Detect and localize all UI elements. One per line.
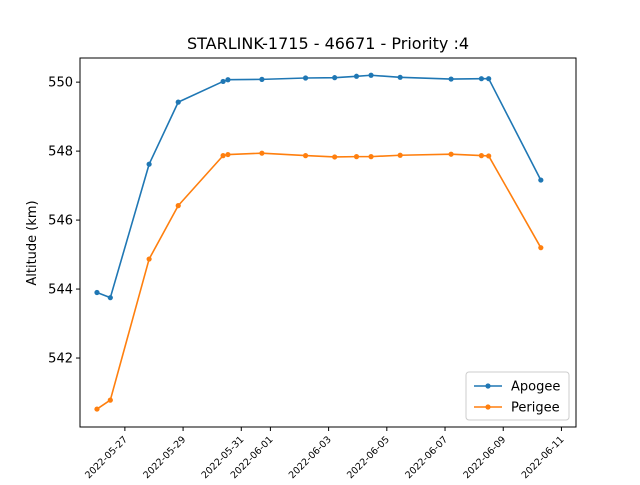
legend-marker-perigee [485, 404, 491, 410]
data-point-perigee-1 [107, 397, 113, 403]
data-point-apogee-7 [302, 75, 309, 81]
data-point-perigee-7 [302, 153, 309, 159]
series-perigee [94, 150, 544, 412]
data-point-perigee-4 [220, 153, 226, 159]
y-tick-label: 546 [48, 214, 73, 229]
y-tick-label: 542 [48, 352, 73, 367]
data-point-apogee-12 [448, 76, 454, 82]
data-point-perigee-15 [538, 245, 544, 251]
data-point-apogee-11 [397, 74, 403, 80]
data-point-perigee-3 [175, 203, 181, 209]
data-point-perigee-12 [448, 151, 454, 157]
data-point-apogee-6 [259, 76, 265, 82]
data-point-apogee-3 [175, 99, 181, 105]
legend-label-perigee: Perigee [511, 401, 560, 416]
data-point-apogee-4 [220, 78, 226, 85]
data-point-perigee-2 [146, 256, 152, 262]
data-point-apogee-8 [332, 75, 338, 81]
legend: Apogee Perigee [465, 371, 570, 421]
series-line-apogee [96, 74, 542, 299]
data-point-apogee-2 [146, 161, 152, 167]
series-apogee [94, 72, 544, 301]
data-point-apogee-5 [225, 77, 231, 83]
y-tick-label: 544 [48, 283, 73, 298]
data-point-apogee-15 [538, 177, 544, 183]
data-point-apogee-1 [107, 295, 113, 301]
legend-label-apogee: Apogee [511, 380, 560, 395]
data-point-perigee-6 [259, 150, 265, 156]
legend-box [465, 371, 570, 421]
data-point-perigee-10 [368, 154, 374, 160]
data-point-apogee-14 [486, 76, 492, 82]
y-axis-label: Altitude (km) [25, 200, 40, 285]
data-point-perigee-0 [94, 406, 100, 412]
data-point-apogee-13 [478, 76, 485, 82]
plot-frame [79, 57, 577, 428]
data-point-perigee-11 [397, 152, 403, 158]
y-tick-label: 548 [48, 145, 73, 160]
y-tick-label: 550 [48, 76, 73, 91]
data-point-apogee-9 [353, 73, 360, 79]
data-point-perigee-13 [478, 153, 485, 159]
data-point-apogee-0 [94, 289, 100, 296]
data-point-perigee-8 [332, 154, 338, 160]
chart-title: STARLINK-1715 - 46671 - Priority :4 [187, 34, 469, 53]
series-line-perigee [96, 152, 542, 410]
data-point-perigee-5 [225, 151, 231, 158]
data-point-perigee-14 [486, 153, 492, 159]
data-point-perigee-9 [353, 154, 360, 160]
data-point-apogee-10 [368, 72, 374, 78]
legend-marker-apogee [485, 383, 491, 389]
series-layer [94, 72, 544, 412]
